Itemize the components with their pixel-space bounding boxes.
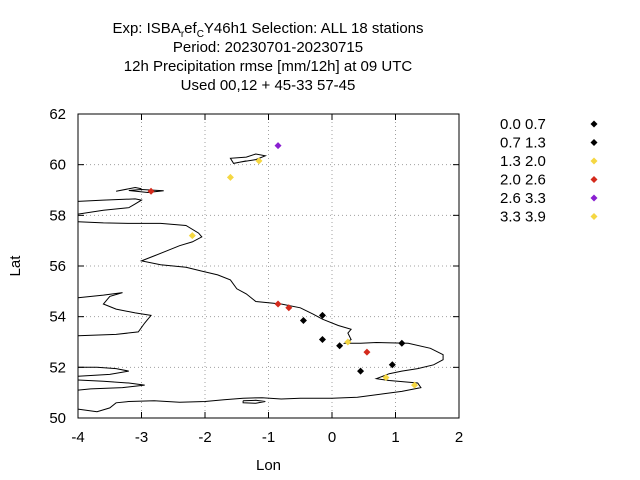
axis-ticks: -4 -3 -2 -1 0 1 2 50 52 54 56 58 60 62 — [49, 106, 463, 446]
coastline — [78, 198, 143, 215]
x-tick-label: 0 — [328, 429, 336, 446]
legend: 0.0 0.7 0.7 1.31.3 2.0 2.0 2.62.6 3.3 3.3 3… — [500, 116, 598, 226]
station-point — [336, 342, 344, 350]
coastline — [78, 366, 129, 377]
coastline — [128, 188, 164, 194]
station-point — [188, 232, 196, 240]
x-tick-label: -1 — [262, 429, 275, 446]
station-point — [274, 142, 282, 150]
x-axis-label: Lon — [256, 457, 281, 474]
chart-title: Exp: ISBArefCY46h1 Selection: ALL 18 sta… — [112, 20, 423, 94]
y-tick-label: 58 — [49, 207, 66, 224]
legend-marker — [590, 139, 598, 146]
title-line-1: Exp: ISBArefCY46h1 Selection: ALL 18 sta… — [112, 20, 423, 40]
station-point — [299, 316, 307, 324]
legend-entry-label: 3.3 3.9 — [500, 209, 546, 226]
coastline — [78, 292, 152, 337]
title-line-3: 12h Precipitation rmse [mm/12h] at 09 UT… — [124, 58, 413, 75]
station-point — [382, 373, 390, 381]
legend-entry-label: 0.0 0.7 — [500, 116, 546, 133]
y-tick-label: 62 — [49, 106, 66, 123]
y-tick-label: 60 — [49, 157, 66, 174]
y-tick-label: 56 — [49, 258, 66, 275]
station-point — [363, 348, 371, 356]
y-tick-label: 52 — [49, 359, 66, 376]
coastlines — [78, 153, 444, 413]
y-tick-label: 54 — [49, 309, 66, 326]
legend-entry-label: 2.0 2.6 — [500, 172, 546, 189]
x-tick-label: -2 — [198, 429, 211, 446]
station-point — [388, 361, 396, 369]
legend-marker — [590, 157, 598, 165]
title-line-2: Period: 20230701-20230715 — [173, 39, 363, 56]
grid — [78, 114, 459, 418]
station-point — [398, 339, 406, 347]
coastline — [78, 221, 444, 413]
station-point — [318, 311, 326, 319]
title-line-4: Used 00,12 + 45-33 57-45 — [181, 77, 356, 94]
x-tick-label: -4 — [71, 429, 84, 446]
legend-marker — [590, 194, 598, 202]
legend-entry-label: 1.3 2.0 — [500, 153, 546, 170]
station-point — [147, 187, 155, 195]
x-tick-label: 1 — [391, 429, 399, 446]
coastline — [78, 379, 145, 391]
station-point — [357, 367, 365, 375]
station-point — [344, 338, 352, 346]
legend-marker — [590, 176, 598, 183]
legend-marker — [590, 120, 598, 128]
y-tick-label: 50 — [49, 410, 66, 427]
station-point — [285, 304, 293, 312]
legend-marker — [590, 213, 598, 220]
x-tick-label: 2 — [455, 429, 463, 446]
station-point — [318, 335, 326, 343]
legend-entry-label: 2.6 3.3 — [500, 190, 546, 207]
data-points — [147, 142, 419, 389]
coastline — [242, 399, 266, 404]
y-axis-label: Lat — [7, 255, 24, 277]
coastline — [116, 186, 142, 192]
x-tick-label: -3 — [135, 429, 148, 446]
station-point — [226, 173, 234, 181]
station-point — [274, 300, 282, 308]
station-point — [411, 381, 419, 389]
legend-entry-label: 0.7 1.3 — [500, 135, 546, 152]
station-point — [255, 157, 263, 165]
